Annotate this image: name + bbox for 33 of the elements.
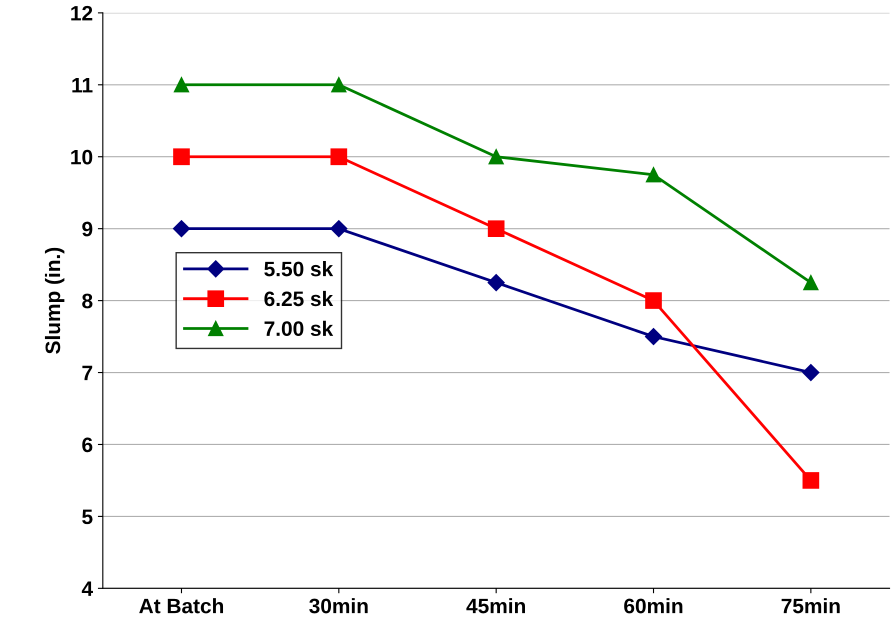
y-tick-label: 9 — [82, 222, 92, 236]
x-tick-label: 45min — [466, 598, 525, 614]
point — [644, 328, 662, 346]
y-tick-label: 8 — [82, 294, 92, 308]
x-tick-label: 75min — [782, 598, 840, 614]
point — [646, 167, 662, 182]
x-tick-label: 30min — [309, 598, 368, 614]
point — [174, 77, 190, 92]
y-tick-label: 11 — [72, 78, 93, 92]
y-tick-label: 6 — [82, 437, 92, 452]
point — [173, 148, 190, 166]
legend-label: 7.00 sk — [264, 320, 334, 336]
point — [645, 292, 662, 309]
point — [330, 220, 348, 238]
x-tick-label: 60min — [624, 598, 682, 614]
y-tick-label: 7 — [82, 366, 92, 380]
y-tick-label: 12 — [71, 6, 92, 20]
y-tick-label: 5 — [82, 510, 93, 524]
legend-label: 6.25 sk — [264, 290, 334, 306]
point — [802, 364, 820, 382]
x-tick-label: At Batch — [139, 598, 224, 614]
y-axis-title: Slump (in.) — [44, 248, 64, 354]
point — [172, 220, 190, 238]
point — [488, 149, 504, 164]
y-tick-label: 10 — [71, 150, 92, 164]
point — [330, 148, 348, 166]
point — [803, 274, 818, 290]
legend-label: 5.50 sk — [264, 261, 334, 276]
point — [802, 472, 820, 489]
point — [488, 274, 505, 292]
point — [331, 77, 346, 92]
y-tick-label: 4 — [82, 582, 93, 596]
point — [488, 220, 505, 237]
